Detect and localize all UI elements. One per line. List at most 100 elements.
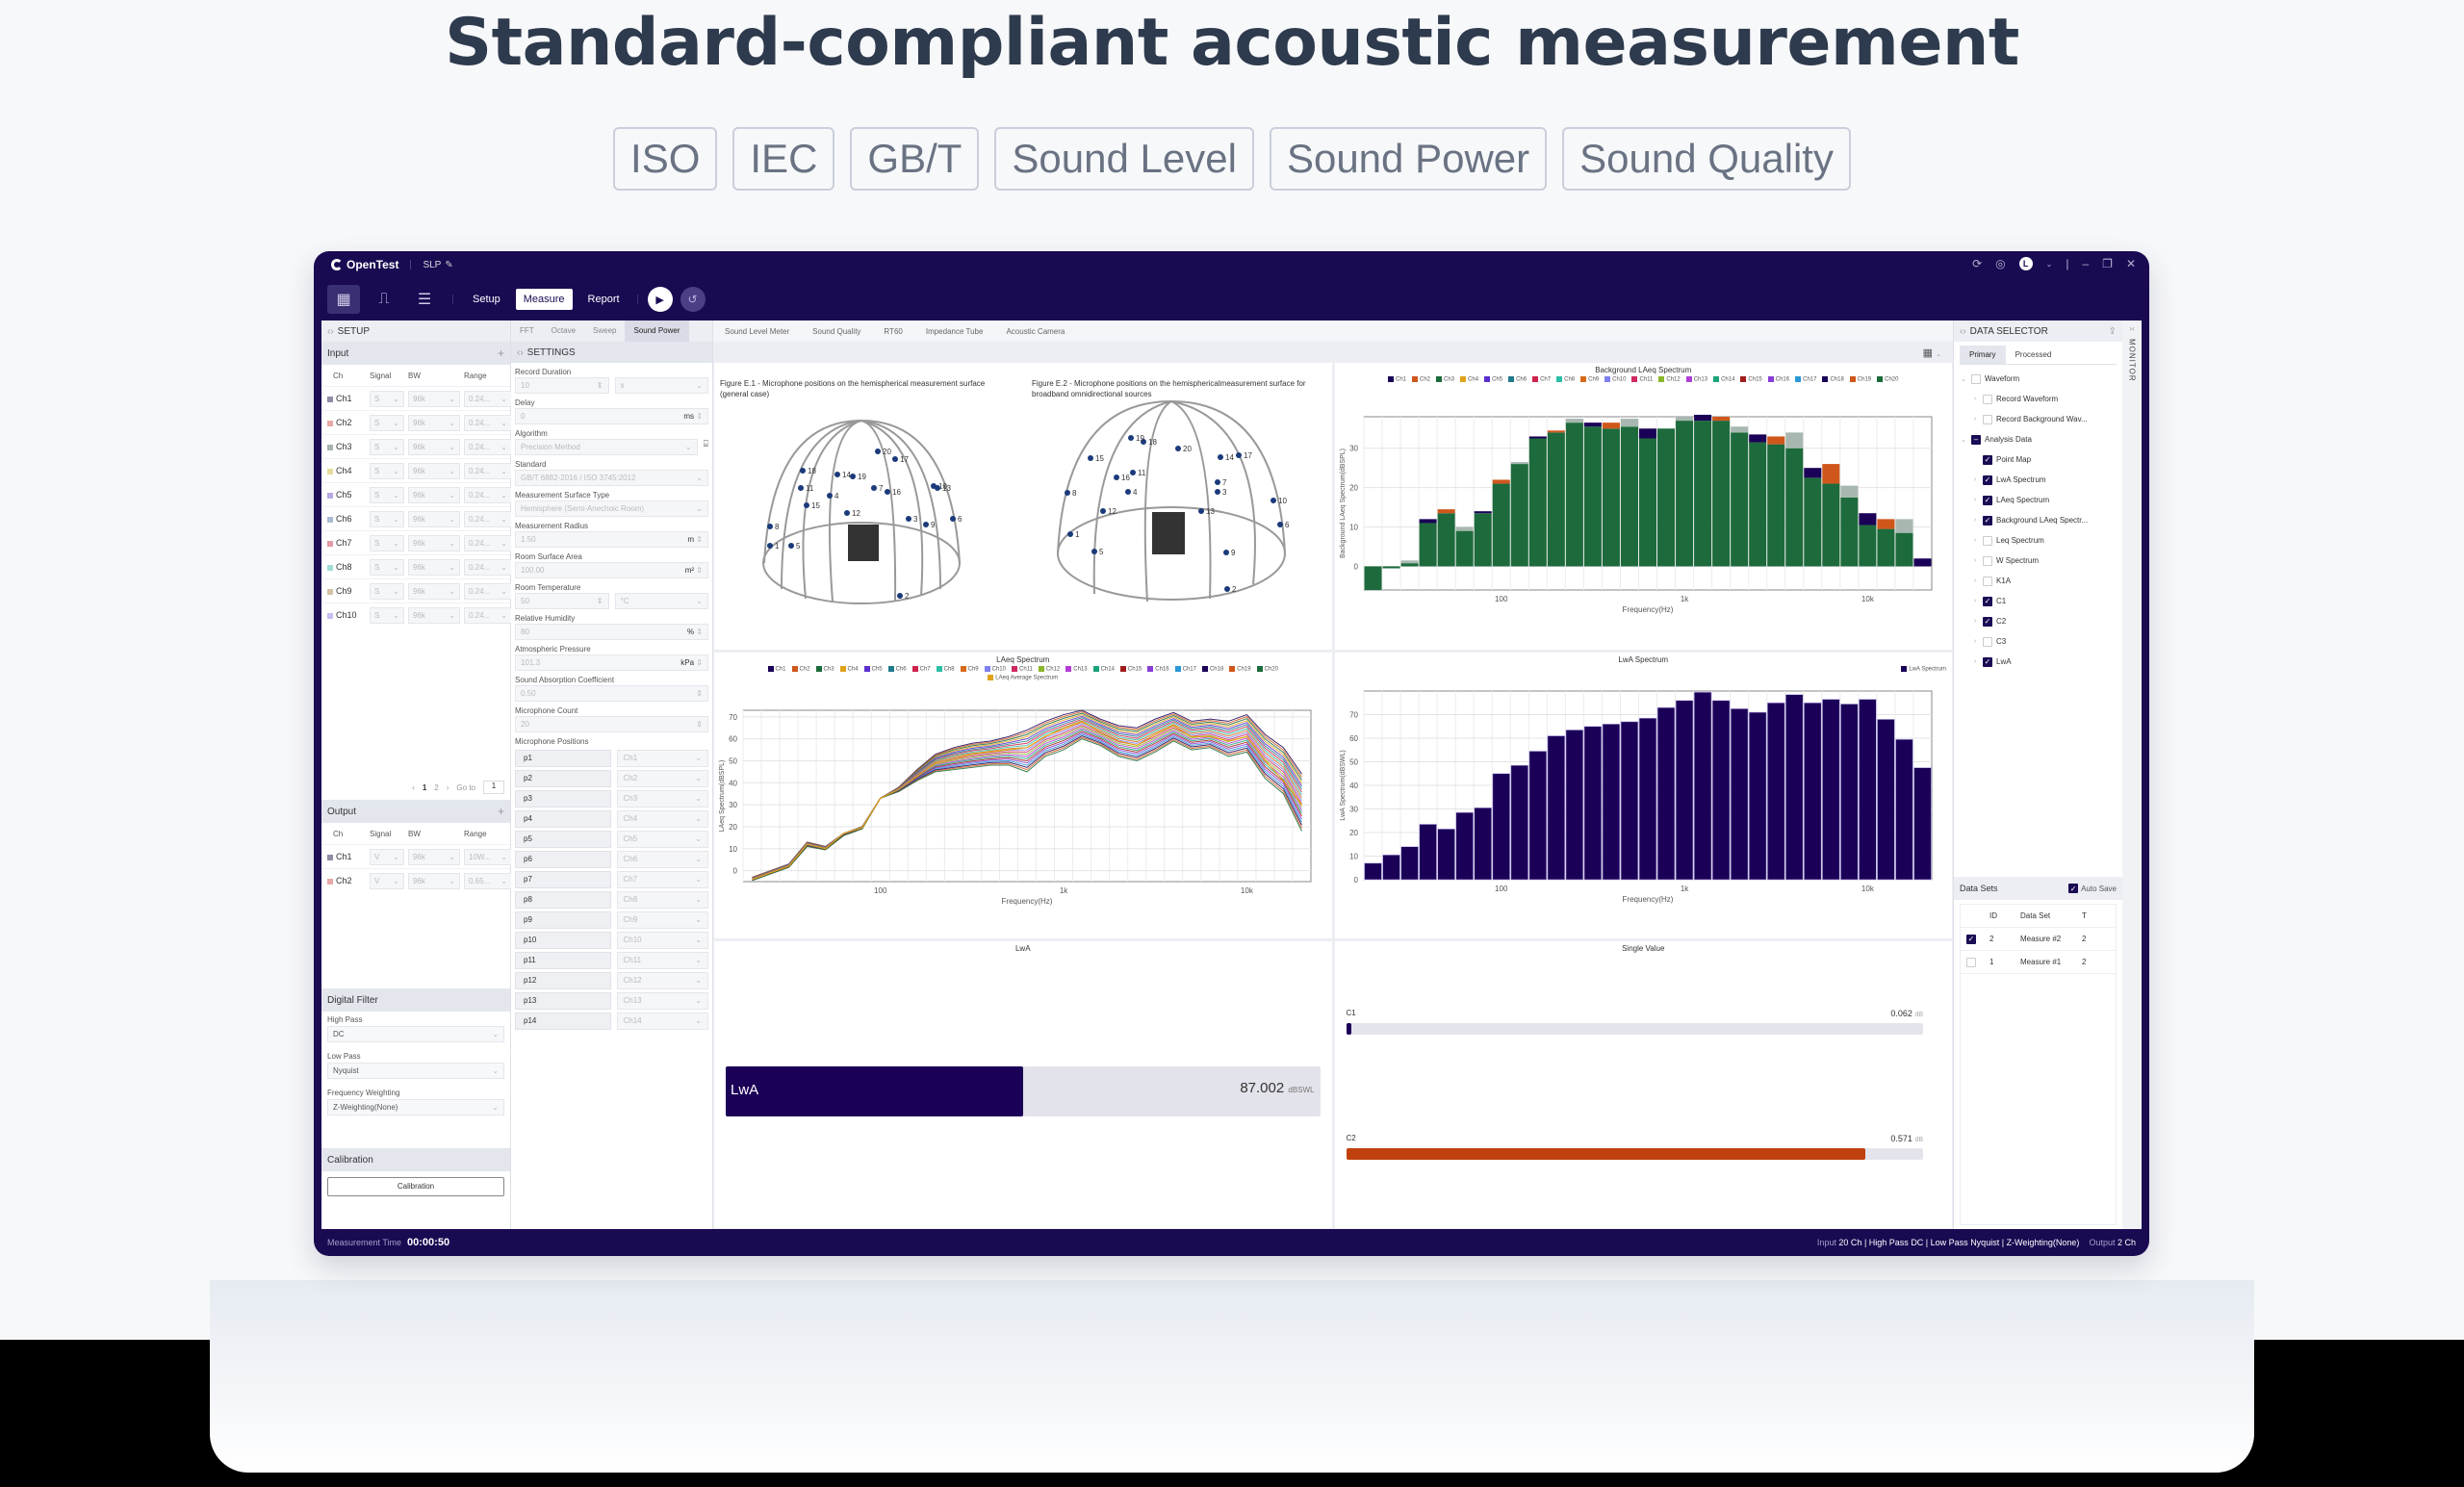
tree-item[interactable]: ⌄ – Analysis Data [1961,434,2032,445]
tree-item[interactable]: › C3 [1954,631,2122,652]
position-channel-select[interactable]: Ch10 ⌄ [616,932,708,949]
tab-sound-level-meter[interactable]: Sound Level Meter [725,326,790,336]
range-select[interactable]: 0.24... ⌄ [464,582,512,600]
code-view-icon[interactable]: ⌸ [703,439,708,449]
tree-checkbox[interactable]: ✓ [1983,454,1992,465]
legend-item[interactable]: Ch14 [1713,376,1734,383]
range-select[interactable]: 0.24... ⌄ [464,534,512,551]
range-select[interactable]: 0.24... ⌄ [464,438,512,455]
export-icon[interactable]: ⇪ [2108,325,2117,337]
legend-item[interactable]: Ch9 [960,665,979,672]
tab-primary[interactable]: Primary [1960,346,2006,364]
legend-item[interactable]: Ch7 [1532,376,1551,383]
position-channel-select[interactable]: Ch9 ⌄ [616,911,708,929]
legend-item[interactable]: Ch16 [1767,376,1789,383]
data-set-row[interactable]: ✓ 2 Measure #2 2 [1961,928,2116,951]
tab-sweep[interactable]: Sweep [593,326,617,335]
legend-item[interactable]: Ch2 [1412,376,1430,383]
bw-select[interactable]: 96k ⌄ [408,872,460,889]
tree-checkbox[interactable]: ✓ [1983,474,1992,485]
range-select[interactable]: 0.24... ⌄ [464,558,512,576]
legend-item[interactable]: Ch9 [1580,376,1599,383]
tree-checkbox[interactable] [1983,576,1992,586]
legend-item[interactable]: Ch5 [1484,376,1502,383]
legend-item[interactable]: Ch3 [1436,376,1454,383]
play-button[interactable]: ▶ [647,287,673,312]
delay-input[interactable]: 0 ms ⇕ [515,408,708,424]
signal-select[interactable]: S ⌄ [370,534,404,551]
chevron-down-icon[interactable]: ⌄ [2045,259,2053,269]
signal-select[interactable]: S ⌄ [370,462,404,479]
next-page-icon[interactable]: › [446,782,449,792]
signal-select[interactable]: S ⌄ [370,558,404,576]
chevron-right-icon[interactable]: › [1973,658,1977,665]
monitor-panel-collapsed[interactable]: ›‹ MONITOR [2122,320,2142,1229]
algorithm-select[interactable]: Precision Method ⌄ [515,439,698,455]
tree-item[interactable]: › K1A [1954,571,2122,591]
chevron-right-icon[interactable]: › [1973,517,1977,524]
position-channel-select[interactable]: Ch1 ⌄ [616,750,708,767]
legend-item[interactable]: Ch19 [1849,376,1871,383]
range-select[interactable]: 0.24... ⌄ [464,414,512,431]
weighting-select[interactable]: Z-Weighting(None) ⌄ [327,1099,504,1115]
chevron-right-icon[interactable]: › [1973,416,1977,423]
room-temp-input[interactable]: 50 ⇕ [515,593,609,609]
signal-select[interactable]: V ⌄ [370,848,404,865]
bw-select[interactable]: 96k ⌄ [408,462,460,479]
tree-item[interactable]: › ✓ C1 [1954,591,2122,611]
tree-checkbox[interactable]: ✓ [1983,515,1992,526]
legend-item[interactable]: Ch8 [1556,376,1575,383]
legend-item[interactable]: Ch4 [1460,376,1478,383]
tree-item[interactable]: › Record Waveform [1954,389,2122,409]
collapse-icon[interactable]: ‹› [517,346,524,358]
tab-rt60[interactable]: RT60 [884,326,903,336]
legend-item[interactable]: Ch13 [1065,665,1088,672]
signal-select[interactable]: S ⌄ [370,606,404,624]
chevron-right-icon[interactable]: › [1973,476,1977,483]
position-channel-select[interactable]: Ch8 ⌄ [616,891,708,909]
tree-item[interactable]: › ✓ LwA [1954,652,2122,672]
legend-item[interactable]: Ch15 [1740,376,1762,383]
tree-checkbox[interactable] [1971,373,1981,384]
signal-select[interactable]: S ⌄ [370,438,404,455]
chevron-right-icon[interactable]: › [1973,497,1977,503]
range-select[interactable]: 0.24... ⌄ [464,390,512,407]
tree-checkbox[interactable]: ✓ [1983,495,1992,505]
bw-select[interactable]: 96k ⌄ [408,390,460,407]
range-select[interactable]: 0.24... ⌄ [464,510,512,527]
position-channel-select[interactable]: Ch12 ⌄ [616,972,708,989]
record-duration-unit-select[interactable]: s ⌄ [614,377,708,394]
tab-impedance-tube[interactable]: Impedance Tube [925,326,984,336]
legend-item[interactable]: Ch19 [1229,665,1251,672]
chevron-right-icon[interactable]: › [1973,577,1977,584]
legend-item[interactable]: Ch5 [863,665,883,672]
position-channel-select[interactable]: Ch14 ⌄ [616,1013,708,1030]
channel-grid-icon[interactable]: ▦ [327,285,360,314]
absorption-input[interactable]: 0.50 ⇕ [515,685,708,702]
legend-item[interactable]: Ch10 [1604,376,1626,383]
tree-item[interactable]: › ✓ Background LAeq Spectr... [1954,510,2122,530]
prev-page-icon[interactable]: ‹ [412,782,415,792]
legend-item[interactable]: Ch13 [1685,376,1707,383]
legend-item[interactable]: LAeq Average Spectrum [988,675,1058,681]
calibration-button[interactable]: Calibration [327,1177,504,1196]
tab-processed[interactable]: Processed [2015,350,2052,359]
bw-select[interactable]: 96k ⌄ [408,558,460,576]
range-select[interactable]: 0.24... ⌄ [464,486,512,503]
range-select[interactable]: 0.65... ⌄ [464,872,512,889]
tree-checkbox[interactable]: – [1971,434,1981,445]
legend-item[interactable]: Ch14 [1092,665,1115,672]
expand-icon[interactable]: ›‹ [2129,324,2135,333]
chevron-right-icon[interactable]: › [1973,638,1977,645]
high-pass-select[interactable]: DC ⌄ [327,1026,504,1042]
tree-checkbox[interactable] [1983,414,1992,424]
range-select[interactable]: 0.24... ⌄ [464,462,512,479]
chevron-right-icon[interactable]: › [1973,557,1977,564]
legend-item[interactable]: Ch10 [984,665,1006,672]
chevron-right-icon[interactable]: › [1973,396,1977,402]
sequence-list-icon[interactable]: ☰ [417,292,432,308]
tree-checkbox[interactable]: ✓ [1983,656,1992,667]
legend-item[interactable]: Ch17 [1174,665,1196,672]
signal-select[interactable]: S ⌄ [370,582,404,600]
measure-button[interactable]: Measure [515,289,573,310]
